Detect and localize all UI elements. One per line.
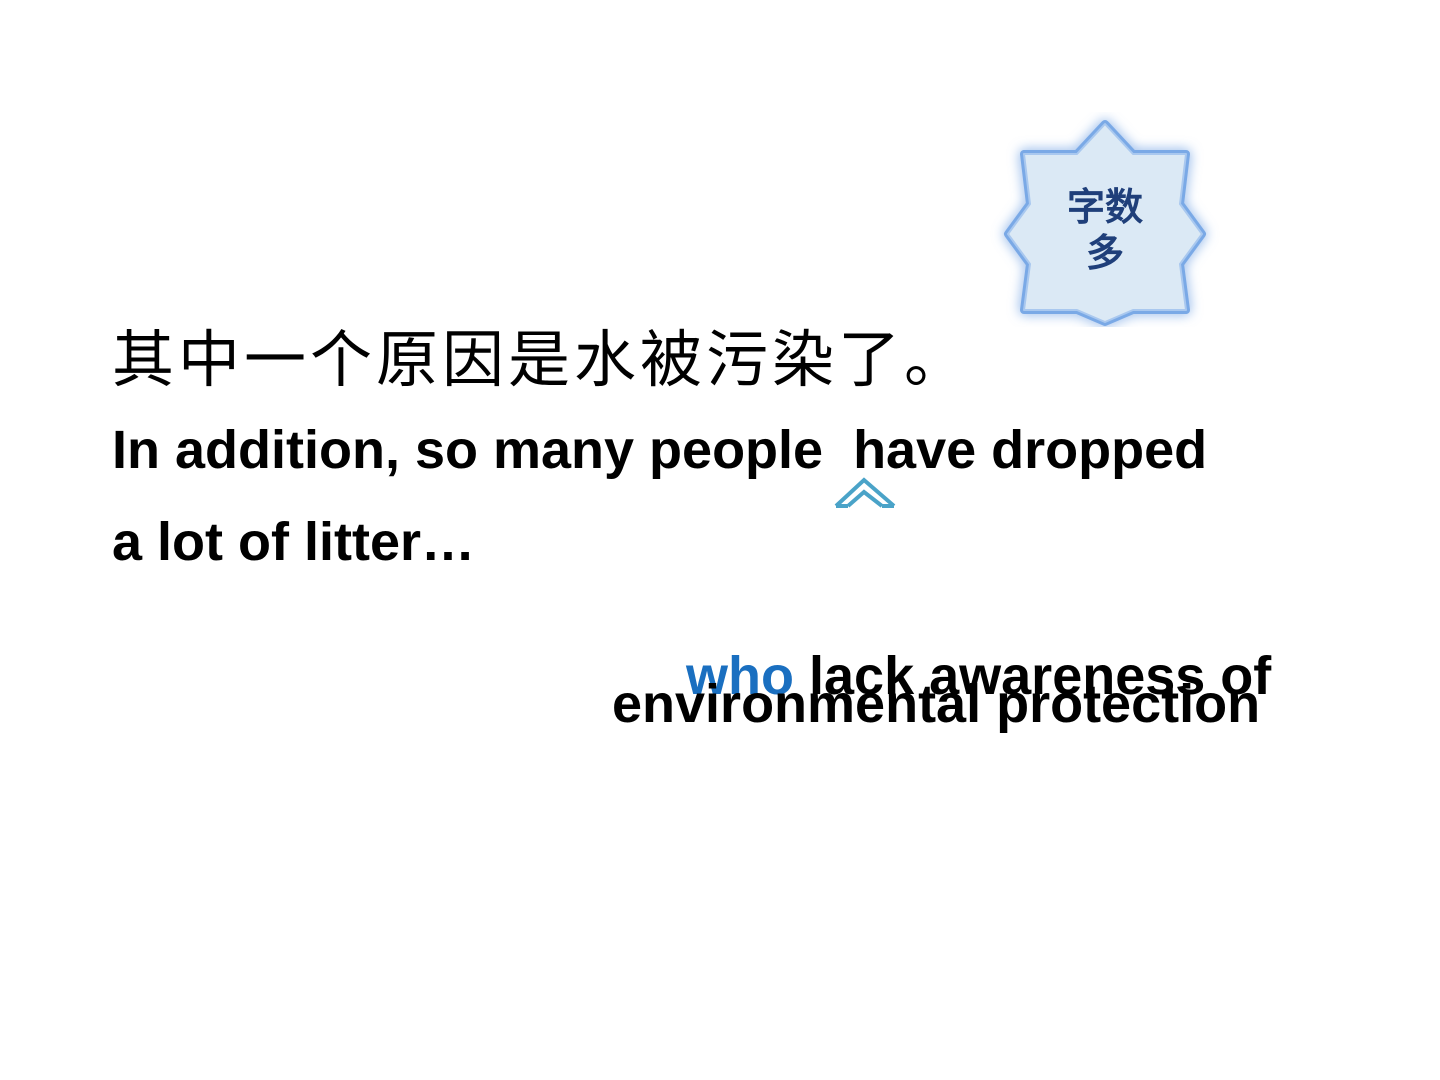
badge-label: 字数 多	[990, 184, 1220, 276]
badge-label-line2: 多	[1085, 231, 1124, 275]
badge-label-line1: 字数	[1066, 185, 1143, 229]
star-badge-icon	[1004, 120, 1206, 326]
insert-caret-icon	[830, 466, 902, 516]
english-line-1: In addition, so many people have dropped	[112, 420, 1208, 480]
english-line-4: environmental protection	[612, 674, 1261, 734]
word-count-badge: 字数 多	[990, 112, 1220, 327]
english-line-3: who lack awareness of	[626, 580, 1271, 772]
chinese-sentence: 其中一个原因是水被污染了。	[112, 323, 971, 396]
relative-pronoun: who	[686, 646, 794, 706]
clause-rest: lack awareness of	[794, 646, 1272, 706]
english-line-2: a lot of litter…	[112, 512, 475, 572]
